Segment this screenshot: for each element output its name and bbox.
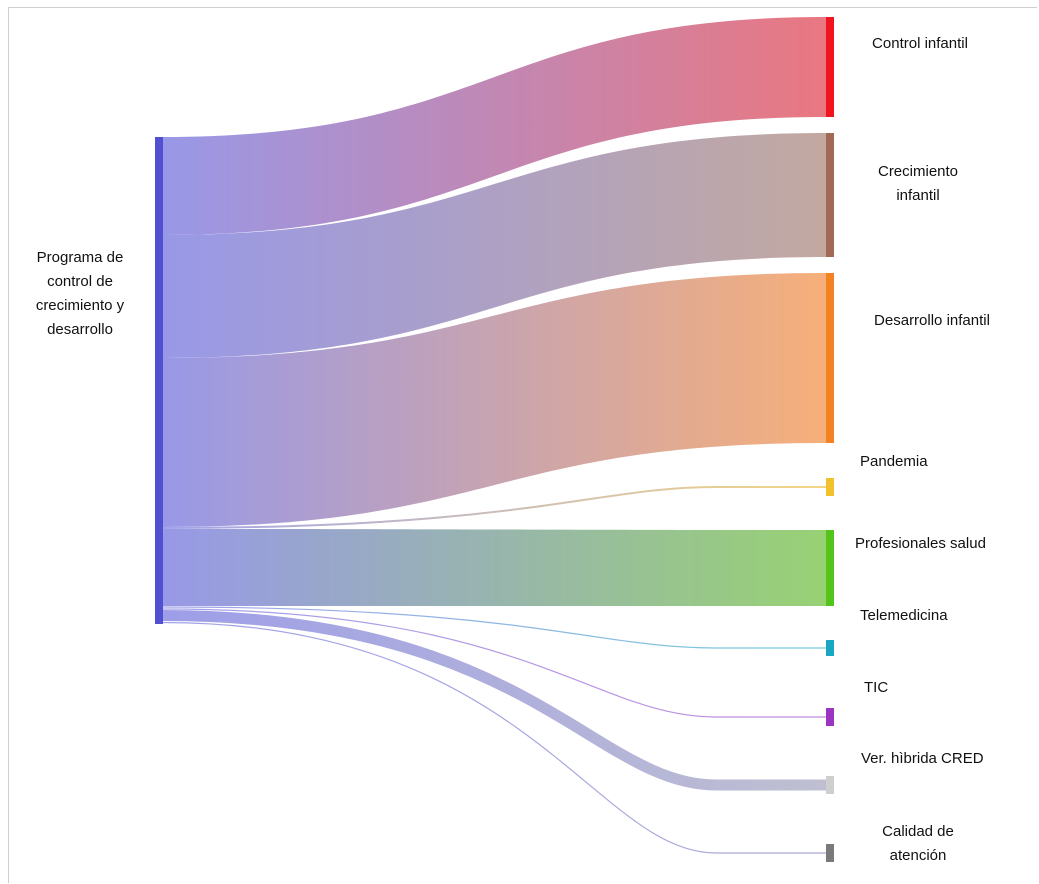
- link-telemedicina: [162, 606, 826, 649]
- node-label-profesionales-salud: Profesionales salud: [855, 535, 986, 552]
- node-label-telemedicina: Telemedicina: [860, 607, 948, 624]
- node-label-desarrollo-infantil: Desarrollo infantil: [874, 312, 990, 329]
- node-label-crecimiento-infantil: Crecimiento infantil: [878, 163, 958, 204]
- node-label-source: Programa de control de crecimiento y desarr…: [36, 249, 125, 338]
- diagram-frame: [8, 7, 1037, 883]
- node-source: [155, 137, 163, 624]
- sankey-nodes: [155, 17, 834, 862]
- link-crecimiento-infantil: [163, 133, 826, 358]
- node-label-ver-hibrida-cred: Ver. hìbrida CRED: [861, 750, 984, 767]
- node-ver-hibrida-cred: [826, 776, 834, 794]
- node-control-infantil: [826, 17, 834, 117]
- node-desarrollo-infantil: [826, 273, 834, 443]
- link-control-infantil: [163, 17, 826, 235]
- node-pandemia: [826, 478, 834, 496]
- link-calidad-de-atencion: [162, 621, 826, 854]
- link-pandemia: [162, 486, 826, 529]
- node-crecimiento-infantil: [826, 133, 834, 257]
- link-tic: [162, 608, 826, 718]
- link-ver-hibrida-cred: [162, 610, 826, 791]
- sankey-links: [162, 17, 826, 854]
- link-desarrollo-infantil: [163, 273, 826, 527]
- node-label-calidad-de-atencion: Calidad de atención: [882, 823, 954, 864]
- node-calidad-de-atencion: [826, 844, 834, 862]
- node-label-tic: TIC: [864, 679, 888, 696]
- node-label-control-infantil: Control infantil: [872, 35, 968, 52]
- sankey-labels: Programa de control de crecimiento y desarr…: [36, 35, 990, 864]
- link-profesionales-salud: [163, 529, 826, 606]
- node-tic: [826, 708, 834, 726]
- node-profesionales-salud: [826, 530, 834, 606]
- node-label-pandemia: Pandemia: [860, 453, 928, 470]
- node-telemedicina: [826, 640, 834, 656]
